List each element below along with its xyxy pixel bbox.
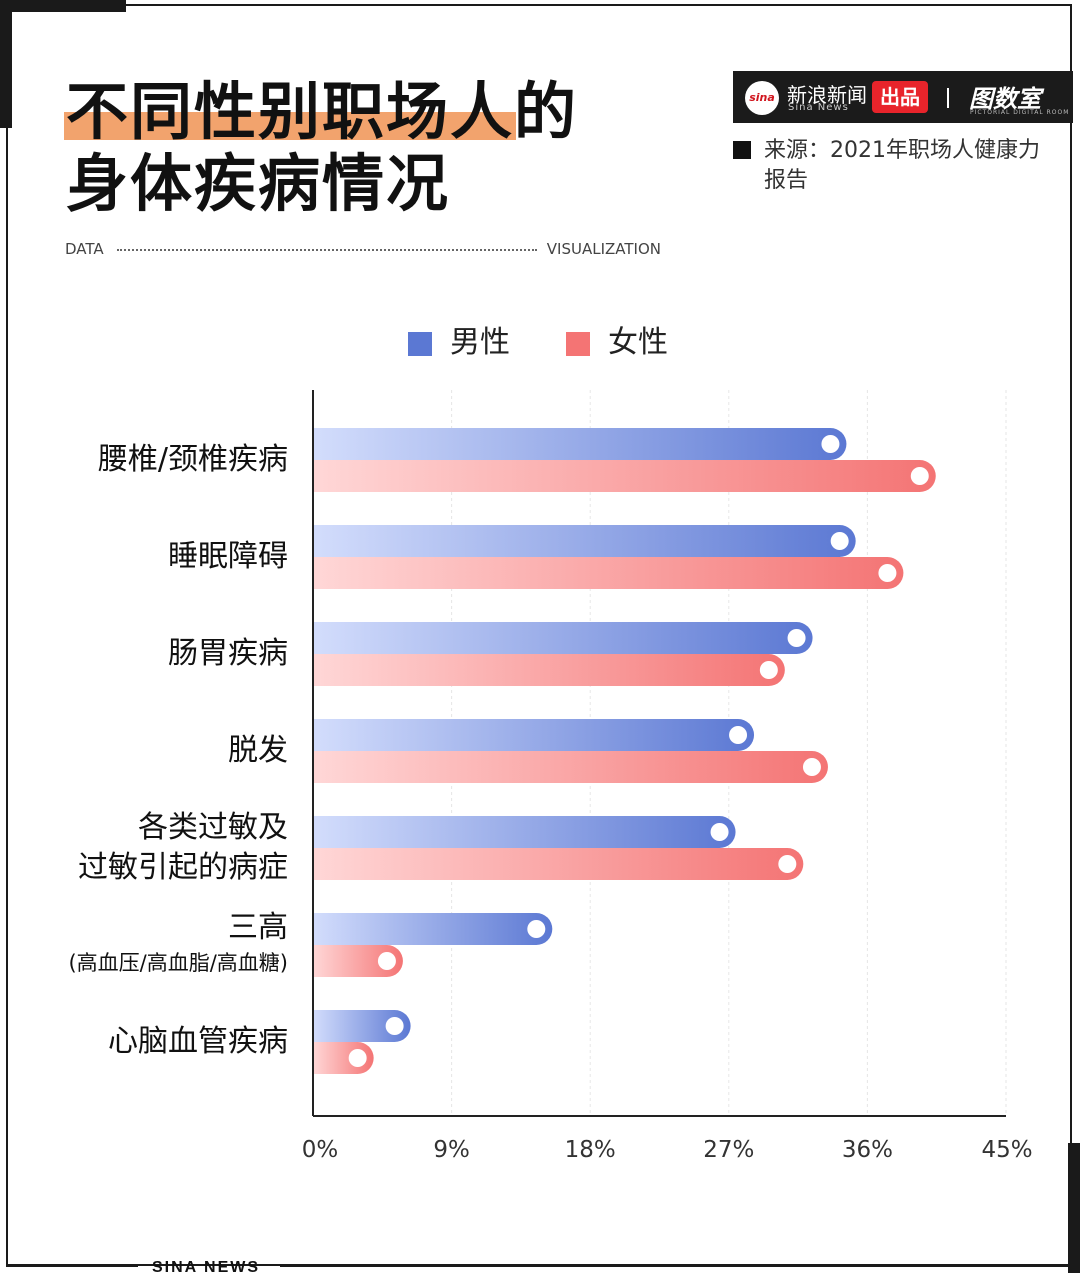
category-label: 三高 [228, 910, 288, 945]
bar-end-marker [830, 532, 849, 550]
bar-male [313, 525, 856, 557]
category-label: 各类过敏及 [138, 810, 288, 845]
bar-end-marker [527, 920, 546, 938]
brand-name-en: Sina News [788, 102, 849, 113]
pictorial-room-logo: 图数室 [969, 85, 1041, 113]
pictorial-room-logo-en: PICTORIAL DIGITAL ROOM [970, 109, 1070, 116]
x-tick-label: 18% [565, 1137, 616, 1163]
x-tick-label: 0% [302, 1137, 339, 1163]
category-label: 肠胃疾病 [168, 636, 288, 671]
category-label-sub: (高血压/高血脂/高血糖) [68, 951, 288, 975]
x-tick-label: 9% [433, 1137, 470, 1163]
bar-female [313, 460, 936, 492]
bar-end-marker [377, 952, 396, 970]
bar-female [313, 654, 785, 686]
legend-swatch-female [566, 332, 590, 356]
title-line2: 身体疾病情况 [66, 147, 451, 220]
bar-male [313, 1010, 411, 1042]
bar-male [313, 913, 553, 945]
corner-decoration [0, 0, 126, 12]
data-visualization-rule: DATA VISUALIZATION [65, 238, 661, 260]
visualization-label: VISUALIZATION [546, 240, 661, 258]
source-square-icon [733, 141, 751, 159]
x-tick-label: 36% [842, 1137, 893, 1163]
x-tick-label: 45% [981, 1137, 1032, 1163]
chart-legend: 男性 女性 [0, 324, 1080, 364]
footer-text: SINA NEWS [152, 1259, 260, 1276]
bar-end-marker [759, 661, 778, 679]
dotted-divider [117, 249, 537, 251]
bar-male [313, 719, 755, 751]
footer: SINA NEWS [6, 1259, 1072, 1276]
source-text: 来源：2021年职场人健康力报告 [764, 138, 1040, 193]
data-label: DATA [65, 240, 104, 258]
category-label: 心脑血管疾病 [108, 1024, 288, 1059]
bar-female [313, 557, 904, 589]
bar-end-marker [910, 467, 929, 485]
title-line1-rest: 的 [514, 75, 579, 148]
category-label: 过敏引起的病症 [78, 850, 288, 885]
bar-male [313, 816, 736, 848]
bar-end-marker [821, 435, 840, 453]
page-title: 不同性别职场人的 身体疾病情况 [63, 75, 579, 220]
corner-decoration [1068, 1143, 1080, 1273]
brand-tag: 出品 [872, 81, 928, 113]
bar-end-marker [385, 1017, 404, 1035]
bar-end-marker [729, 726, 748, 744]
title-highlight: 不同性别职场人 [63, 75, 517, 148]
corner-decoration [0, 0, 12, 128]
category-label: 脱发 [228, 733, 288, 768]
brand-name: 新浪新闻 [787, 83, 867, 107]
bar-end-marker [778, 855, 797, 873]
bar-female [313, 848, 804, 880]
bar-end-marker [710, 823, 729, 841]
sina-logo-icon: sina [745, 81, 779, 115]
brand-banner: sina 新浪新闻 Sina News 出品 图数室 PICTORIAL DIG… [733, 71, 1073, 123]
category-label: 睡眠障碍 [168, 539, 288, 574]
legend-label-female: 女性 [608, 325, 668, 360]
bar-end-marker [787, 629, 806, 647]
bar-male [313, 428, 847, 460]
legend-label-male: 男性 [450, 325, 510, 360]
bar-end-marker [802, 758, 821, 776]
bar-end-marker [348, 1049, 367, 1067]
bar-end-marker [878, 564, 897, 582]
bar-female [313, 945, 403, 977]
bar-female [313, 751, 828, 783]
brand-separator [947, 88, 949, 108]
legend-swatch-male [408, 332, 432, 356]
bar-male [313, 622, 813, 654]
category-label: 腰椎/颈椎疾病 [97, 442, 288, 477]
x-tick-label: 27% [703, 1137, 754, 1163]
